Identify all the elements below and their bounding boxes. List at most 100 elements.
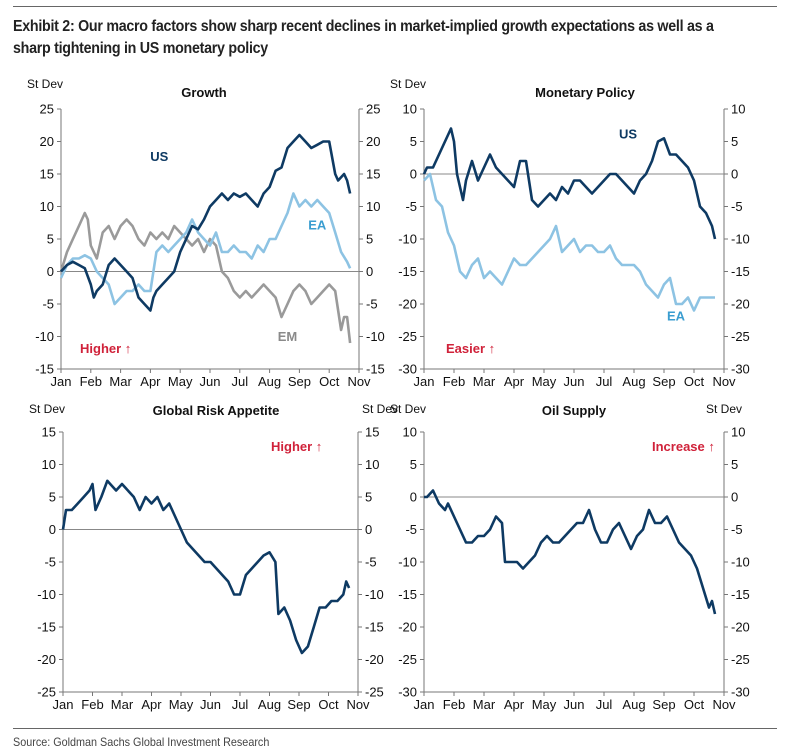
y-tick-label-right: 0 (731, 167, 738, 182)
x-tick-label: Aug (258, 374, 281, 389)
x-tick-label: Jan (53, 697, 74, 712)
series-line-ea (423, 172, 715, 312)
y-tick-label-right: -15 (731, 264, 750, 279)
y-tick-label-right: -30 (731, 362, 750, 377)
y-tick-label-right: -15 (366, 362, 385, 377)
y-tick-label-right: -20 (731, 620, 750, 635)
y-tick-label-right: -10 (366, 329, 385, 344)
y-tick-label-right: -5 (731, 199, 743, 214)
y-tick-label-left: -15 (398, 587, 417, 602)
y-tick-label-left: -10 (37, 587, 56, 602)
x-tick-label: May (168, 374, 193, 389)
y-tick-label-left: 10 (403, 425, 417, 440)
y-axis-label-left: St Dev (390, 402, 426, 416)
y-tick-label-right: -25 (365, 685, 384, 700)
x-tick-label: Nov (347, 374, 371, 389)
y-axis-label-left: St Dev (390, 77, 426, 91)
y-tick-label-left: -10 (398, 555, 417, 570)
x-tick-label: Oct (684, 374, 705, 389)
y-tick-label-left: 20 (40, 134, 54, 149)
x-tick-label: Jan (414, 697, 435, 712)
series-line-oil-supply (424, 489, 717, 615)
series-label-ea: EA (308, 217, 327, 232)
y-tick-label-right: 5 (365, 490, 372, 505)
y-tick-label-right: 20 (366, 134, 380, 149)
y-tick-label-left: -30 (398, 685, 417, 700)
y-tick-label-right: 10 (731, 425, 745, 440)
x-tick-label: Feb (443, 374, 465, 389)
x-tick-label: Nov (346, 697, 370, 712)
y-tick-label-left: -5 (44, 555, 56, 570)
x-tick-label: May (532, 374, 557, 389)
top-rule (13, 6, 777, 7)
direction-annotation: Easier ↑ (446, 341, 495, 356)
x-tick-label: Aug (258, 697, 281, 712)
y-tick-label-right: -15 (365, 620, 384, 635)
y-tick-label-right: -20 (365, 652, 384, 667)
series-line-us (60, 133, 352, 312)
y-tick-label-right: -5 (366, 297, 378, 312)
y-tick-label-right: 0 (365, 522, 372, 537)
series-line-em (59, 211, 352, 344)
x-tick-label: Apr (504, 374, 525, 389)
x-tick-label: Sep (288, 374, 311, 389)
chart-title: Growth (181, 85, 227, 100)
x-tick-label: Jan (414, 374, 435, 389)
y-tick-label-right: -25 (731, 329, 750, 344)
y-tick-label-left: -15 (398, 264, 417, 279)
y-tick-label-left: 25 (40, 102, 54, 117)
y-axis-label-left: St Dev (29, 402, 65, 416)
panel-risk: Global Risk Appetite St Dev St Dev 15 15 10 10… (29, 402, 398, 712)
y-tick-label-right: -10 (365, 587, 384, 602)
source-note: Source: Goldman Sachs Global Investment … (13, 735, 270, 749)
y-tick-label-left: -5 (405, 522, 417, 537)
chart-title: Oil Supply (542, 403, 607, 418)
x-tick-label: Mar (473, 697, 496, 712)
y-tick-label-left: -20 (398, 297, 417, 312)
x-tick-label: Feb (81, 697, 103, 712)
y-tick-label-right: -10 (731, 555, 750, 570)
y-tick-label-left: 5 (410, 134, 417, 149)
x-tick-label: Jun (564, 374, 585, 389)
y-tick-label-right: 5 (731, 134, 738, 149)
y-tick-label-right: -15 (731, 587, 750, 602)
x-tick-label: Nov (712, 697, 736, 712)
y-tick-label-left: 10 (403, 102, 417, 117)
x-tick-label: Jul (231, 374, 248, 389)
chart-title: Global Risk Appetite (153, 403, 280, 418)
y-tick-label-right: -25 (731, 652, 750, 667)
x-tick-label: Apr (141, 697, 162, 712)
x-tick-label: Mar (111, 697, 134, 712)
y-tick-label-left: -10 (35, 329, 54, 344)
y-tick-label-right: 5 (366, 232, 373, 247)
y-tick-label-left: 10 (42, 457, 56, 472)
direction-annotation: Increase ↑ (652, 439, 715, 454)
x-tick-label: Apr (504, 697, 525, 712)
y-tick-label-right: 10 (366, 199, 380, 214)
y-tick-label-left: -10 (398, 232, 417, 247)
x-tick-label: Aug (622, 374, 645, 389)
panel-monetary: Monetary Policy St Dev 10 10 5 5 0 0 -5 -5 -10 -10 -… (390, 77, 750, 389)
y-tick-label-left: 0 (49, 522, 56, 537)
x-tick-label: Sep (652, 374, 675, 389)
y-tick-label-right: 5 (731, 457, 738, 472)
y-axis-label-right: St Dev (706, 402, 742, 416)
y-tick-label-right: 0 (366, 264, 373, 279)
y-tick-label-left: -25 (37, 685, 56, 700)
direction-annotation: Higher ↑ (271, 439, 322, 454)
y-tick-label-left: -15 (37, 620, 56, 635)
x-tick-label: Oct (319, 374, 340, 389)
x-tick-label: Jun (200, 374, 221, 389)
y-axis-label-right: St Dev (362, 402, 398, 416)
x-tick-label: Jul (232, 697, 249, 712)
x-tick-label: May (169, 697, 194, 712)
y-tick-label-left: -20 (37, 652, 56, 667)
y-tick-label-right: -20 (731, 297, 750, 312)
x-tick-label: Oct (684, 697, 705, 712)
y-tick-label-left: -30 (398, 362, 417, 377)
y-tick-label-left: 15 (42, 425, 56, 440)
y-tick-label-left: 5 (410, 457, 417, 472)
y-tick-label-left: 0 (410, 167, 417, 182)
x-tick-label: Jan (51, 374, 72, 389)
